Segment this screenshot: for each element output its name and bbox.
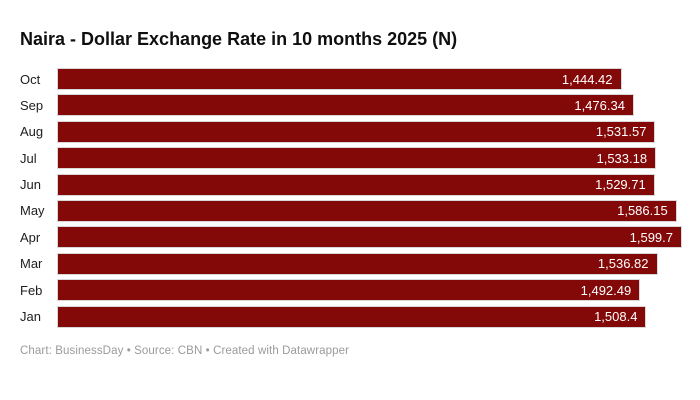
category-label: Jun	[20, 177, 41, 193]
category-label: Aug	[20, 124, 44, 140]
category-label: Oct	[20, 71, 41, 87]
category-label: Jan	[20, 309, 41, 325]
value-label: 1,476.34	[574, 97, 625, 113]
bar-row: Mar 1,536.82	[20, 252, 680, 275]
value-label: 1,586.15	[617, 203, 668, 219]
bar-row: Oct 1,444.42	[20, 68, 680, 90]
bar-track: 1,533.18	[57, 147, 680, 170]
value-label: 1,531.57	[595, 124, 647, 140]
bar: 1,444.42	[57, 68, 622, 90]
value-label: 1,533.18	[596, 150, 648, 166]
category-label: Mar	[20, 256, 43, 272]
bar: 1,531.57	[57, 120, 656, 143]
bar-track: 1,599.7	[57, 226, 682, 249]
chart-title: Naira - Dollar Exchange Rate in 10 month…	[20, 29, 458, 49]
value-label: 1,599.7	[629, 229, 673, 245]
bar: 1,533.18	[57, 147, 657, 170]
category-label: May	[20, 203, 45, 219]
bar-row: Apr 1,599.7	[20, 226, 682, 249]
category-label: Feb	[20, 282, 43, 298]
bar-track: 1,476.34	[57, 94, 680, 117]
category-label: Sep	[20, 97, 44, 113]
category-label: Apr	[20, 229, 41, 245]
value-label: 1,529.71	[595, 177, 646, 193]
bar-track: 1,529.71	[57, 173, 680, 196]
bar-row: Aug 1,531.57	[20, 120, 680, 143]
bar-row: Sep 1,476.34	[20, 94, 680, 117]
bar-row: Jul 1,533.18	[20, 147, 680, 170]
bar-row: Jan 1,508.4	[20, 305, 680, 328]
bar: 1,529.71	[57, 173, 655, 196]
bar-track: 1,536.82	[57, 252, 680, 275]
value-label: 1,536.82	[597, 256, 649, 272]
bar: 1,586.15	[57, 199, 677, 222]
bar-chart: Oct 1,444.42 Sep 1,476.34 Aug 1,531.57 Jul 1,53…	[20, 68, 682, 328]
category-label: Jul	[20, 150, 37, 166]
bar-track: 1,492.49	[57, 279, 680, 302]
bar-row: Feb 1,492.49	[20, 279, 680, 302]
bar: 1,508.4	[57, 305, 647, 328]
bar-row: Jun 1,529.71	[20, 173, 680, 196]
bar-row: May 1,586.15	[20, 199, 680, 222]
value-label: 1,444.42	[561, 71, 613, 87]
bar: 1,492.49	[57, 279, 641, 302]
bar-track: 1,444.42	[57, 68, 680, 90]
bar-track: 1,508.4	[57, 305, 680, 328]
value-label: 1,508.4	[594, 309, 638, 325]
chart-footer-credits: Chart: BusinessDay • Source: CBN • Creat…	[20, 344, 350, 357]
bar-track: 1,531.57	[57, 120, 680, 143]
bar-track: 1,586.15	[57, 199, 680, 222]
value-label: 1,492.49	[580, 282, 632, 298]
bar: 1,599.7	[57, 226, 682, 249]
bar: 1,476.34	[57, 94, 634, 117]
bar: 1,536.82	[57, 252, 658, 275]
